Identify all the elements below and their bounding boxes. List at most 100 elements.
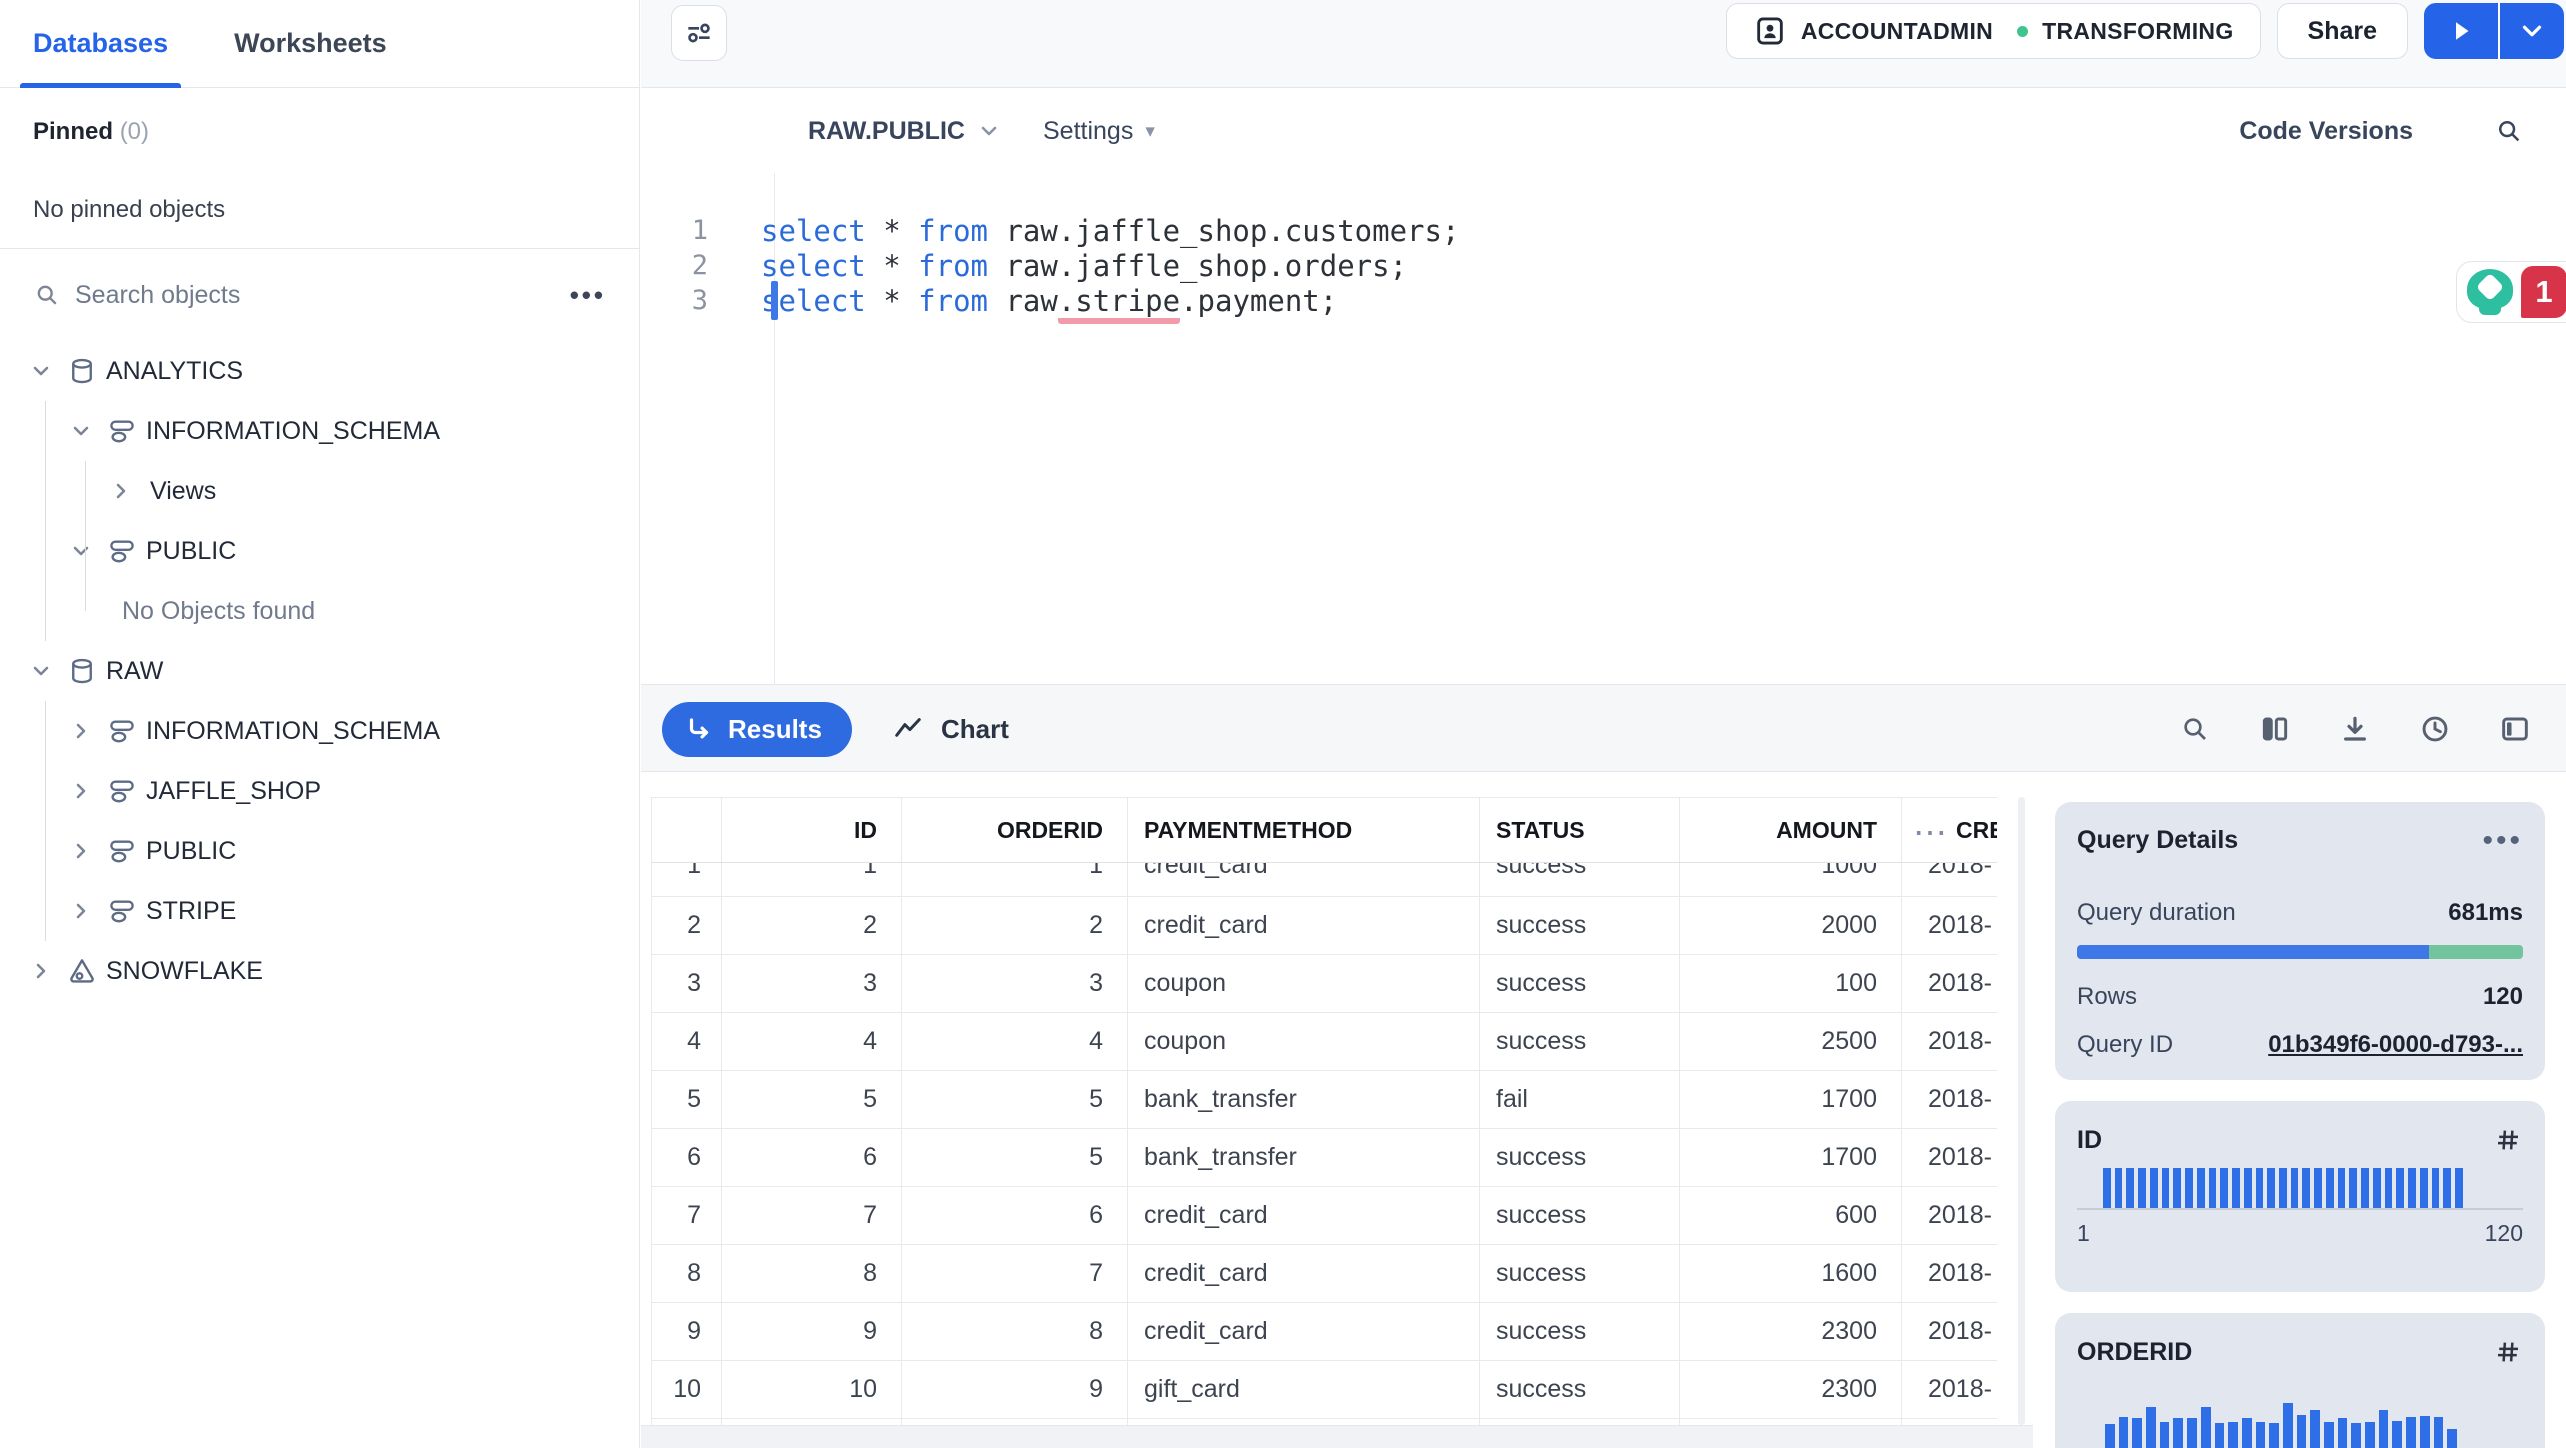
cell: 2018- (1901, 1244, 1997, 1303)
column-header-amount[interactable]: AMOUNT (1679, 797, 1902, 863)
object-tree: ANALYTICS INFORMATION_SCHEMA Views PUBLIC No… (0, 341, 639, 1001)
chevron-right-icon[interactable] (64, 719, 98, 743)
tab-databases[interactable]: Databases (19, 0, 182, 88)
chevron-down-icon[interactable] (24, 359, 58, 383)
table-row-1: 1 1 1 credit_card success 1000 2018- (651, 862, 1997, 897)
chevron-right-icon[interactable] (104, 479, 138, 503)
tree-item-information-schema[interactable]: INFORMATION_SCHEMA (0, 401, 639, 461)
column-header-paymentmethod[interactable]: PAYMENTMETHOD (1127, 797, 1480, 863)
sql-editor[interactable]: 1 select * from raw.jaffle_shop.customers… (641, 173, 2566, 684)
tree-item-jaffle-shop[interactable]: JAFFLE_SHOP (0, 761, 639, 821)
histogram-bar (2433, 1417, 2444, 1448)
histogram-bar (2282, 1403, 2293, 1448)
run-button[interactable] (2424, 3, 2498, 59)
column-header-orderid[interactable]: ORDERID (901, 797, 1128, 863)
cell: credit_card (1127, 1186, 1480, 1245)
database-context-dropdown[interactable]: RAW.PUBLIC (808, 89, 1001, 173)
cell: success (1479, 862, 1680, 897)
tree-guide-line (45, 401, 46, 641)
column-header-status[interactable]: STATUS (1479, 797, 1680, 863)
chevron-right-icon[interactable] (64, 779, 98, 803)
editor-search-button[interactable] (2494, 89, 2524, 173)
hash-icon[interactable] (2493, 1125, 2523, 1155)
histogram-bar (2378, 1410, 2389, 1448)
line-number: 3 (691, 285, 708, 316)
cell: 5 (901, 1128, 1128, 1187)
tab-results[interactable]: Results (662, 702, 852, 757)
tree-item-raw[interactable]: RAW (0, 641, 639, 701)
code-line-3[interactable]: 3 select * from raw.stripe.payment; (641, 281, 2566, 324)
search-icon (33, 281, 61, 309)
tree-item-stripe[interactable]: STRIPE (0, 881, 639, 941)
run-options-button[interactable] (2500, 3, 2564, 59)
schema-icon (98, 776, 146, 806)
tab-worksheets[interactable]: Worksheets (234, 28, 387, 58)
id-histogram[interactable] (2103, 1168, 2463, 1208)
chevron-down-icon (977, 119, 1001, 143)
histogram-bar (2269, 1423, 2279, 1448)
object-search[interactable]: Search objects ••• (0, 262, 639, 328)
search-icon (2179, 713, 2211, 745)
results-table: IDORDERIDPAYMENTMETHODSTATUSAMOUNTCREATE… (651, 797, 1997, 1425)
orderid-histogram[interactable] (2105, 1403, 2457, 1448)
filters-button[interactable] (671, 5, 727, 61)
results-body: IDORDERIDPAYMENTMETHODSTATUSAMOUNTCREATE… (641, 773, 2566, 1448)
download-button[interactable] (2337, 711, 2373, 747)
chevron-down-icon[interactable] (64, 539, 98, 563)
tree-item-snowflake[interactable]: SNOWFLAKE (0, 941, 639, 1001)
chevron-down-icon[interactable] (24, 659, 58, 683)
horizontal-scrollbar[interactable] (641, 1425, 2033, 1448)
histogram-bar (2314, 1168, 2322, 1208)
cell: 2018- (1901, 1012, 1997, 1071)
tree-item-label: PUBLIC (146, 536, 237, 565)
code-line-1[interactable]: 1 select * from raw.jaffle_shop.customers… (641, 213, 2566, 248)
query-duration-bar (2077, 945, 2523, 959)
context-selector-button[interactable]: ACCOUNTADMIN TRANSFORMING (1725, 3, 2261, 59)
cell: 3 (721, 954, 902, 1013)
history-button[interactable] (2417, 711, 2453, 747)
code-versions-button[interactable]: Code Versions (2239, 116, 2413, 145)
columns-button[interactable] (2257, 711, 2293, 747)
run-split-divider (2498, 3, 2500, 59)
tree-item-public[interactable]: PUBLIC (0, 521, 639, 581)
table-header-row: IDORDERIDPAYMENTMETHODSTATUSAMOUNTCREATE… (651, 797, 1997, 863)
columns-icon (2259, 713, 2291, 745)
tree-item-public[interactable]: PUBLIC (0, 821, 639, 881)
cell: success (1479, 1012, 1680, 1071)
hash-icon[interactable] (2493, 1337, 2523, 1367)
share-button[interactable]: Share (2276, 3, 2408, 59)
search-options-button[interactable]: ••• (569, 279, 606, 310)
code-line-2[interactable]: 2 select * from raw.jaffle_shop.orders; (641, 248, 2566, 283)
column-header-rownum[interactable] (651, 797, 722, 863)
tree-item-analytics[interactable]: ANALYTICS (0, 341, 639, 401)
rows-value: 120 (2482, 983, 2523, 1010)
vertical-scrollbar[interactable] (2018, 797, 2025, 1425)
search-input[interactable]: Search objects (75, 280, 241, 309)
warehouse-label: TRANSFORMING (2042, 17, 2234, 44)
search-button[interactable] (2177, 711, 2213, 747)
query-id-link[interactable]: 01b349f6-0000-d793-... (2268, 1031, 2523, 1058)
tree-item-label: Views (150, 476, 217, 505)
histogram-bar (2337, 1168, 2346, 1208)
cell: 8 (901, 1302, 1128, 1361)
cell: 2300 (1679, 1302, 1902, 1361)
code-lines: 1 select * from raw.jaffle_shop.customers… (641, 213, 2566, 324)
settings-dropdown[interactable]: Settings ▾ (1043, 89, 1155, 173)
panel-button[interactable] (2497, 711, 2533, 747)
assistant-suggestion-pill[interactable]: 1 (2456, 261, 2566, 323)
cell: 2018- (1901, 1302, 1997, 1361)
tree-item-information-schema[interactable]: INFORMATION_SCHEMA (0, 701, 639, 761)
table-row-5: 5 5 5 bank_transfer fail 1700 2018- (651, 1070, 1997, 1129)
chevron-right-icon[interactable] (24, 959, 58, 983)
query-details-menu-button[interactable]: ••• (2482, 823, 2523, 857)
histogram-bar (2159, 1422, 2170, 1448)
column-menu-icon[interactable]: ⋯ (1913, 814, 1949, 852)
tab-chart[interactable]: Chart (893, 685, 1009, 773)
chevron-right-icon[interactable] (64, 839, 98, 863)
chevron-down-icon[interactable] (64, 419, 98, 443)
column-header-id[interactable]: ID (721, 797, 902, 863)
histogram-bar (2267, 1168, 2276, 1208)
chevron-right-icon[interactable] (64, 899, 98, 923)
tree-item-views[interactable]: Views (0, 461, 639, 521)
